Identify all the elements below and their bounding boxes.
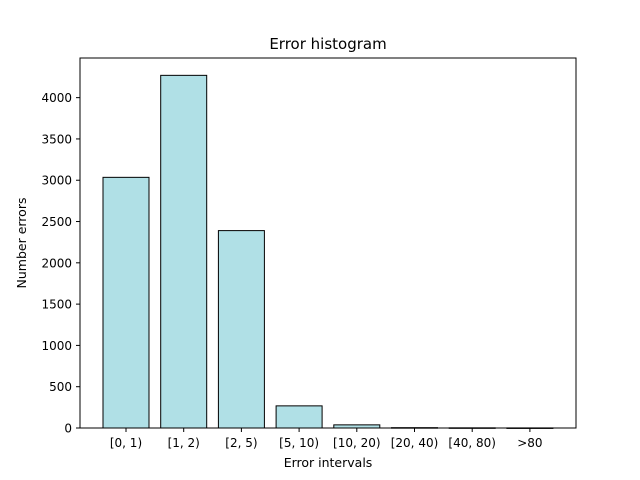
axes-frame — [79, 57, 577, 429]
y-tick-label: 1500 — [41, 298, 72, 312]
y-tick-label: 2000 — [41, 256, 72, 270]
y-axis-label: Number errors — [14, 198, 29, 289]
bar-3 — [275, 405, 323, 429]
y-tick-label: 3000 — [41, 174, 72, 188]
y-tick-label: 500 — [49, 380, 72, 394]
y-axis-ticks: 0 500 1000 1500 2000 2500 3000 3500 4000 — [41, 91, 80, 436]
x-axis-label: Error intervals — [284, 455, 373, 470]
x-tick-label: [1, 2) — [168, 436, 200, 450]
x-tick-label: >80 — [517, 436, 542, 450]
bar-2 — [217, 230, 265, 429]
bars-group — [102, 74, 554, 429]
y-tick-label: 1000 — [41, 339, 72, 353]
x-tick-label: [2, 5) — [225, 436, 257, 450]
y-tick-label: 4000 — [41, 91, 72, 105]
y-tick-label: 2500 — [41, 215, 72, 229]
x-tick-label: [10, 20) — [333, 436, 381, 450]
bar-1 — [160, 74, 208, 429]
bar-0 — [102, 176, 150, 429]
x-tick-label: [0, 1) — [110, 436, 142, 450]
x-tick-label: [20, 40) — [391, 436, 439, 450]
y-tick-label: 3500 — [41, 132, 72, 146]
y-tick-label: 0 — [64, 422, 72, 436]
x-tick-label: [40, 80) — [448, 436, 496, 450]
x-axis-ticks: [0, 1) [1, 2) [2, 5) [5, 10) [10, 20) [20, 40… — [110, 428, 543, 450]
chart-title: Error histogram — [269, 35, 386, 53]
x-tick-label: [5, 10) — [279, 436, 319, 450]
